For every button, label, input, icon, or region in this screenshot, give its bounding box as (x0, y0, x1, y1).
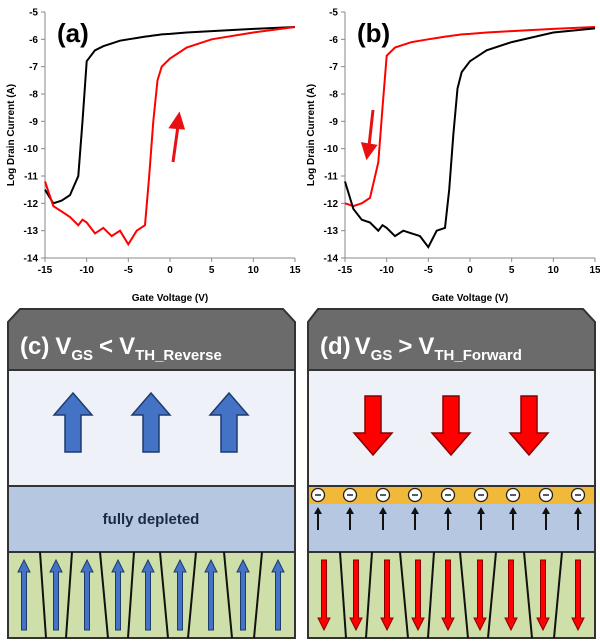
polarization-arrow (271, 558, 285, 631)
sweep-arrow (168, 109, 378, 163)
data-line (44, 26, 296, 247)
x-tick-label: -5 (124, 265, 133, 276)
x-tick-label: -15 (338, 265, 353, 276)
polarization-arrow (441, 559, 455, 632)
x-tick-label: 10 (248, 265, 260, 276)
y-tick-label: -8 (329, 90, 338, 101)
polarization-arrow (317, 559, 331, 632)
y-tick-label: -12 (324, 199, 339, 210)
data-line (344, 27, 596, 249)
y-tick-label: -10 (324, 144, 339, 155)
diagram-d: (d) VGS > VTH_Forward (307, 308, 596, 639)
polarization-arrow (17, 558, 31, 631)
x-tick-label: 5 (209, 265, 215, 276)
y-tick-label: -5 (329, 8, 338, 19)
field-arrow-head (314, 507, 322, 514)
polarization-arrow (536, 559, 550, 632)
polarization-arrow (349, 559, 363, 632)
polarization-arrow (80, 558, 94, 631)
x-tick-label: -10 (79, 265, 94, 276)
polarization-arrow (473, 559, 487, 632)
diagram-title: (c) VGS < VTH_Reverse (20, 333, 222, 364)
x-tick-label: 15 (289, 265, 301, 276)
y-tick-label: -12 (24, 199, 39, 210)
x-tick-label: 0 (167, 265, 173, 276)
plot-area (45, 12, 295, 258)
polarization-arrow (111, 558, 125, 631)
y-tick-label: -7 (329, 62, 338, 73)
y-tick-label: -6 (29, 35, 38, 46)
polarization-arrow (204, 558, 218, 631)
x-axis-label: Gate Voltage (V) (432, 293, 509, 304)
diagram-title: (d) VGS > VTH_Forward (320, 333, 522, 364)
panel-label: (b) (357, 18, 390, 48)
y-tick-label: -7 (29, 62, 38, 73)
polarization-arrow (380, 559, 394, 632)
polarization-arrow (504, 559, 518, 632)
polarization-arrow (571, 559, 585, 632)
field-arrow-head (444, 507, 452, 514)
diagram-c: (c) VGS < VTH_Reverse fully depleted (7, 308, 296, 639)
x-tick-label: -15 (38, 265, 53, 276)
y-tick-label: -9 (29, 117, 38, 128)
x-tick-label: -10 (379, 265, 394, 276)
y-axis-label: Log Drain Current (A) (306, 84, 317, 186)
y-tick-label: -10 (24, 144, 39, 155)
charts: -14 -13 -12 -11 -10 -9 -8 -7 -6 -5 -15 -10 -5 0 5 10 15 G… (6, 8, 600, 305)
y-tick-label: -13 (24, 226, 39, 237)
x-tick-label: 0 (467, 265, 473, 276)
field-arrow-head (379, 507, 387, 514)
polarization-arrow (411, 559, 425, 632)
y-tick-label: -14 (24, 254, 39, 265)
field-arrow-head (346, 507, 354, 514)
field-arrow-head (542, 507, 550, 514)
layer-label: fully depleted (103, 511, 200, 528)
x-tick-label: 10 (548, 265, 560, 276)
field-arrow-head (509, 507, 517, 514)
y-tick-label: -13 (324, 226, 339, 237)
y-tick-label: -11 (324, 172, 338, 183)
data-line (44, 26, 296, 205)
polarization-arrow (141, 558, 155, 631)
y-tick-label: -5 (29, 8, 38, 19)
y-tick-label: -9 (329, 117, 338, 128)
y-axis-label: Log Drain Current (A) (6, 84, 17, 186)
field-arrow-head (411, 507, 419, 514)
panel-label: (a) (57, 18, 89, 48)
x-tick-label: -5 (424, 265, 433, 276)
y-tick-label: -14 (324, 254, 339, 265)
polarization-arrow (173, 558, 187, 631)
x-tick-label: 5 (509, 265, 515, 276)
field-arrow-head (574, 507, 582, 514)
y-tick-label: -6 (329, 35, 338, 46)
y-tick-label: -11 (24, 172, 38, 183)
polarization-arrow (236, 558, 250, 631)
data-line (344, 26, 596, 208)
plot-area (345, 12, 595, 258)
polarization-arrow (49, 558, 63, 631)
y-tick-label: -8 (29, 90, 38, 101)
x-axis-label: Gate Voltage (V) (132, 293, 209, 304)
field-arrow-head (477, 507, 485, 514)
x-tick-label: 15 (589, 265, 600, 276)
